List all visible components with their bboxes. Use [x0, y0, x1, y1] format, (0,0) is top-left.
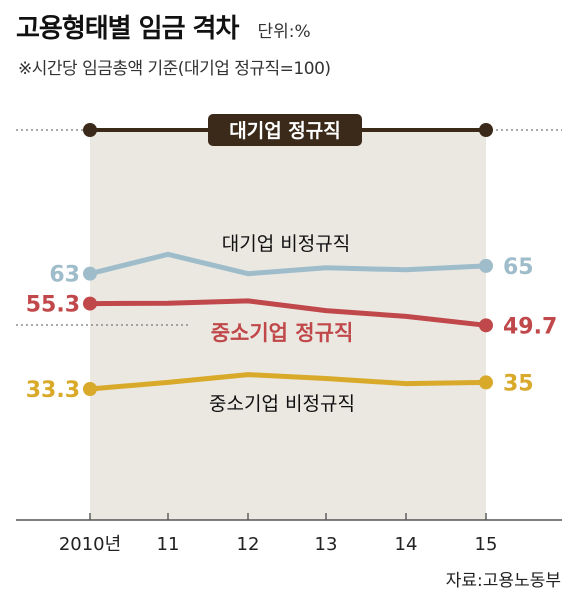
series-label-large-regular: 대기업 정규직 — [229, 120, 341, 142]
x-tick-label: 15 — [475, 534, 498, 555]
value-label-sme-nonregular-end: 35 — [503, 371, 534, 396]
x-tick-label: 14 — [395, 534, 418, 555]
data-point-large-regular-end — [479, 123, 493, 137]
x-tick-label: 12 — [237, 534, 260, 555]
series-line-sme-regular — [87, 298, 489, 328]
data-point-sme-regular-start — [83, 296, 97, 311]
series-label-sme-regular: 중소기업 정규직 — [211, 321, 354, 345]
value-label-large-nonregular-end: 65 — [503, 255, 534, 280]
series-label-large-nonregular: 대기업 비정규직 — [222, 233, 350, 255]
value-label-large-nonregular-start: 63 — [49, 263, 80, 288]
value-label-sme-regular-start: 55.3 — [26, 293, 80, 318]
value-label-sme-regular-end: 49.7 — [503, 314, 557, 339]
label-box-large-regular — [208, 114, 362, 146]
title-row: 고용형태별 임금 격차 단위:% — [16, 8, 311, 45]
data-point-sme-regular-end — [479, 318, 493, 333]
data-point-large-nonregular-start — [83, 266, 97, 281]
series-line-large-nonregular — [87, 251, 489, 277]
x-tick-label: 2010년 — [59, 534, 121, 555]
value-label-sme-nonregular-start: 33.3 — [26, 378, 80, 403]
series-label-sme-nonregular: 중소기업 비정규직 — [209, 393, 355, 415]
x-tick-label: 13 — [315, 534, 338, 555]
data-point-large-nonregular-end — [479, 258, 493, 273]
data-point-sme-nonregular-end — [479, 375, 493, 390]
series-line-sme-nonregular — [87, 372, 489, 392]
chart-subtitle: ※시간당 임금총액 기준(대기업 정규직=100) — [18, 59, 331, 79]
data-point-sme-nonregular-start — [83, 382, 97, 396]
data-point-large-regular-start — [83, 123, 97, 137]
unit-label: 단위:% — [257, 22, 311, 42]
chart-title: 고용형태별 임금 격차 — [16, 14, 239, 44]
x-tick-label: 11 — [157, 534, 180, 555]
source-note: 자료:고용노동부 — [445, 571, 561, 591]
